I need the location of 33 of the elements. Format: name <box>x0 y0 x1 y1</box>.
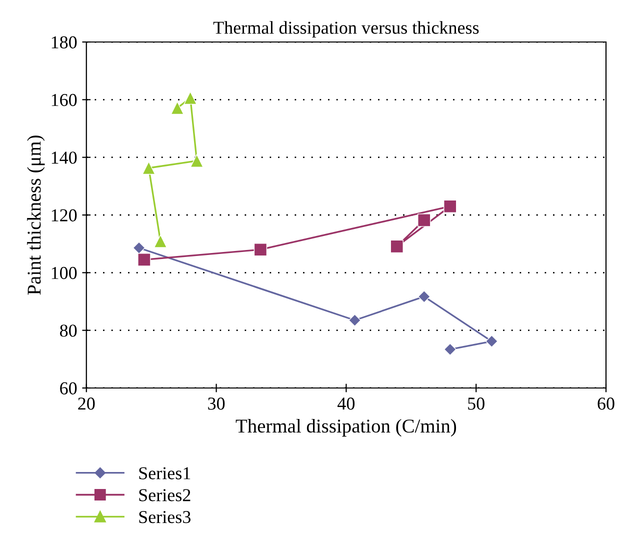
point <box>138 253 151 266</box>
y-tick-label: 180 <box>52 36 77 48</box>
point <box>190 154 204 168</box>
y-axis-title: Paint thickness (μm) <box>27 136 45 295</box>
legend-label: Series1 <box>139 467 190 480</box>
x-axis-title: Thermal dissipation (C/min) <box>236 418 456 437</box>
x-tick-label: 30 <box>208 398 225 410</box>
y-tick-label: 80 <box>60 324 77 337</box>
point <box>348 314 362 326</box>
legend-label: Series3 <box>139 511 191 524</box>
chart-title: Thermal dissipation versus thickness <box>213 21 479 38</box>
point <box>485 335 498 348</box>
y-tick-label: 120 <box>52 209 77 222</box>
point <box>418 290 430 303</box>
y-tick-label: 140 <box>52 152 77 164</box>
point <box>170 101 184 115</box>
point <box>418 214 431 227</box>
y-tick-label: 100 <box>52 266 77 280</box>
point <box>390 240 404 254</box>
x-tick-label: 50 <box>468 398 484 410</box>
legend-label: Series2 <box>139 489 190 502</box>
point <box>132 242 146 254</box>
x-tick-label: 60 <box>598 398 614 410</box>
point <box>444 200 457 213</box>
point <box>154 234 168 248</box>
x-tick-label: 40 <box>338 398 355 410</box>
point <box>184 91 197 105</box>
y-tick-label: 60 <box>60 382 77 394</box>
y-tick-label: 160 <box>52 94 77 106</box>
point <box>444 343 456 356</box>
x-tick-label: 20 <box>78 398 95 410</box>
point <box>142 161 156 175</box>
point <box>254 243 268 256</box>
